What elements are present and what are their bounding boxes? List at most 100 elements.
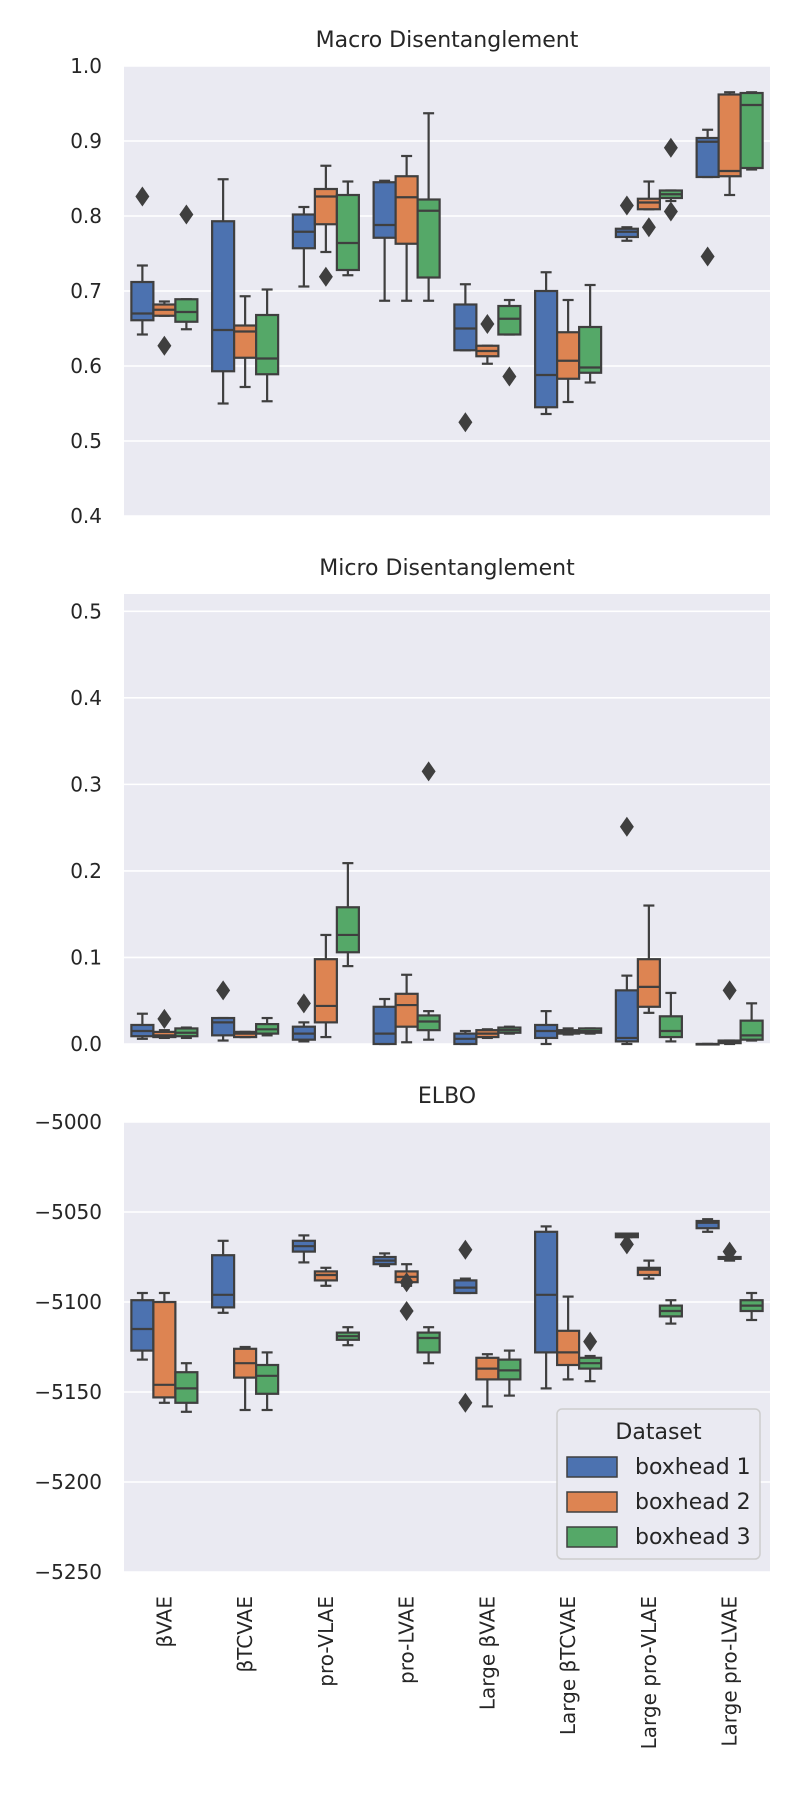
box-boxhead-1-1	[130, 1012, 155, 1040]
box-boxhead-2-6	[556, 1295, 581, 1381]
box-boxhead-3-2	[255, 288, 280, 403]
box-boxhead-3-2	[255, 1016, 280, 1037]
box-boxhead-2-3	[313, 1266, 338, 1287]
iqr-box	[152, 1300, 177, 1399]
x-tick-label: Large pro-LVAE	[718, 1596, 742, 1747]
y-tick-label: −5100	[34, 1290, 102, 1314]
box-boxhead-1-4	[372, 179, 397, 302]
box-boxhead-3-5	[497, 1349, 522, 1397]
y-tick-label: 0.8	[70, 204, 102, 228]
box-boxhead-2-5	[475, 1028, 500, 1040]
box-boxhead-2-3	[313, 933, 338, 1039]
iqr-box	[534, 289, 559, 409]
panel-title: Micro Disentanglement	[319, 556, 575, 581]
outlier-marker	[700, 246, 715, 267]
box-boxhead-1-3	[291, 205, 316, 288]
box-boxhead-1-2	[211, 980, 236, 1042]
y-tick-label: 0.5	[70, 599, 102, 623]
iqr-box	[636, 1266, 661, 1277]
x-tick-label: βTCVAE	[233, 1596, 257, 1673]
box-boxhead-3-8	[739, 1291, 764, 1322]
iqr-box	[695, 136, 720, 179]
box-boxhead-3-4	[416, 112, 441, 302]
x-tick-label: pro-VLAE	[314, 1596, 338, 1687]
y-tick-label: 0.4	[70, 504, 102, 528]
iqr-box	[211, 220, 236, 373]
iqr-box	[394, 175, 419, 245]
x-tick-label: Large pro-VLAE	[637, 1596, 661, 1749]
outlier-marker	[179, 204, 194, 225]
panel-title: Macro Disentanglement	[316, 28, 579, 53]
iqr-box	[416, 1331, 441, 1354]
box-boxhead-2-7	[636, 180, 661, 238]
iqr-box	[636, 197, 661, 211]
outlier-marker	[722, 980, 737, 1001]
box-boxhead-3-5	[497, 298, 522, 387]
box-boxhead-3-4	[416, 761, 441, 1041]
outlier-marker	[480, 314, 495, 334]
outlier-marker	[722, 1241, 737, 1262]
legend-swatch	[566, 1526, 618, 1548]
legend-swatch	[566, 1491, 618, 1513]
outlier-marker	[458, 1392, 473, 1413]
y-tick-label: 0.1	[70, 945, 102, 969]
box-boxhead-1-8	[695, 1218, 720, 1233]
y-tick-label: −5000	[34, 1110, 102, 1134]
box-boxhead-1-7	[614, 1232, 639, 1255]
box-boxhead-1-3	[291, 993, 316, 1043]
outlier-marker	[216, 980, 231, 1001]
plot-background	[124, 594, 770, 1044]
box-boxhead-3-7	[658, 137, 683, 222]
outlier-marker	[157, 335, 172, 356]
box-boxhead-1-1	[130, 186, 155, 336]
box-boxhead-3-3	[335, 180, 360, 277]
box-boxhead-2-6	[556, 298, 581, 404]
box-boxhead-3-8	[739, 1002, 764, 1042]
box-boxhead-1-2	[211, 178, 236, 405]
box-boxhead-3-6	[578, 1331, 603, 1383]
box-boxhead-3-1	[174, 1362, 199, 1413]
iqr-box	[130, 280, 155, 322]
x-tick-label: pro-LVAE	[395, 1596, 419, 1684]
y-tick-label: −5200	[34, 1470, 102, 1494]
outlier-marker	[619, 1234, 634, 1255]
box-boxhead-3-8	[739, 91, 764, 171]
box-boxhead-2-1	[152, 300, 177, 356]
outlier-marker	[421, 761, 436, 782]
box-boxhead-2-6	[556, 1027, 581, 1036]
outlier-marker	[458, 1239, 473, 1260]
iqr-box	[211, 1016, 236, 1037]
box-boxhead-3-7	[658, 991, 683, 1043]
legend-label: boxhead 1	[635, 1455, 751, 1480]
box-boxhead-1-4	[372, 997, 397, 1046]
box-boxhead-2-7	[636, 904, 661, 1014]
legend-frame	[556, 1408, 761, 1560]
box-boxhead-1-5	[453, 283, 478, 433]
box-boxhead-3-7	[658, 1299, 683, 1325]
y-tick-label: 0.7	[70, 279, 102, 303]
panel-title: ELBO	[418, 1084, 476, 1109]
outlier-marker	[318, 266, 333, 287]
iqr-box	[255, 1363, 280, 1395]
outlier-marker	[641, 217, 656, 238]
iqr-box	[313, 187, 338, 226]
y-tick-label: −5050	[34, 1200, 102, 1224]
outlier-marker	[663, 137, 678, 158]
box-boxhead-2-8	[717, 1241, 742, 1262]
iqr-box	[556, 331, 581, 380]
legend-label: boxhead 3	[635, 1525, 751, 1550]
y-tick-label: −5150	[34, 1380, 102, 1404]
iqr-box	[416, 1014, 441, 1032]
iqr-box	[556, 1329, 581, 1367]
iqr-box	[130, 1299, 155, 1352]
x-tick-label: Large βVAE	[475, 1596, 499, 1710]
box-boxhead-3-4	[416, 1326, 441, 1365]
outlier-marker	[458, 412, 473, 433]
iqr-box	[695, 1219, 720, 1230]
outlier-marker	[399, 1272, 414, 1293]
y-tick-label: 0.0	[70, 1032, 102, 1056]
outlier-marker	[135, 186, 150, 207]
iqr-box	[739, 1019, 764, 1041]
box-boxhead-1-7	[614, 816, 639, 1046]
legend-swatch	[566, 1456, 618, 1478]
